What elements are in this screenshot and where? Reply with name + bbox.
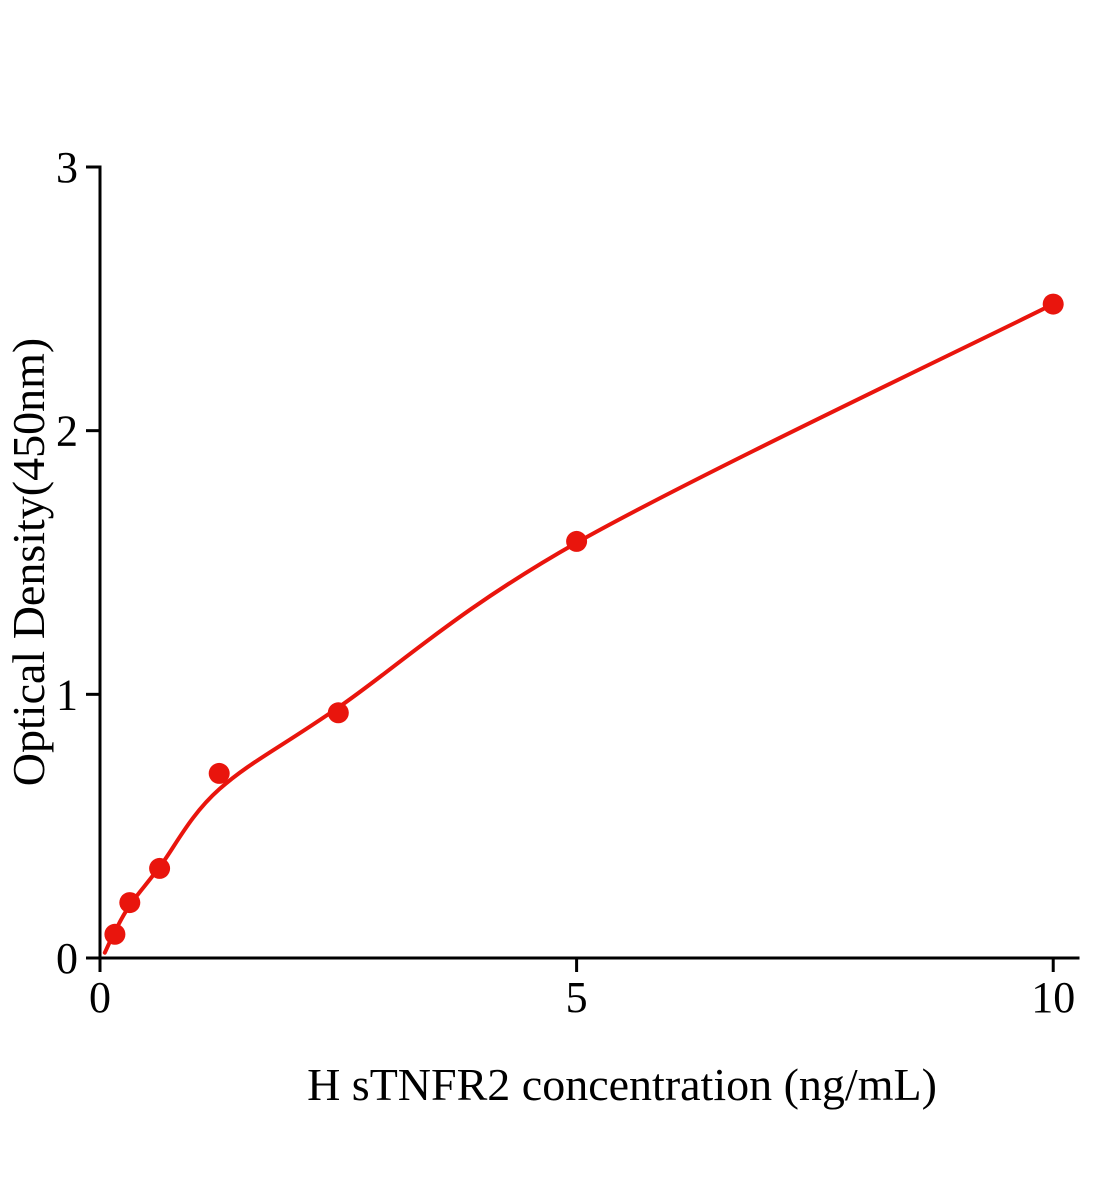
y-tick-label: 0	[56, 934, 78, 983]
x-axis-title: H sTNFR2 concentration (ng/mL)	[307, 1059, 937, 1110]
x-tick-label: 5	[566, 973, 588, 1022]
y-axis-title: Optical Density(450nm)	[3, 338, 54, 786]
data-point	[149, 857, 171, 879]
data-point	[119, 892, 141, 914]
x-tick-label: 0	[89, 973, 111, 1022]
data-point	[208, 762, 230, 784]
fit-curve	[102, 302, 1056, 955]
data-point	[104, 923, 126, 945]
x-tick-label: 10	[1031, 973, 1075, 1022]
data-point	[566, 530, 588, 552]
y-tick-label: 2	[56, 407, 78, 456]
data-point	[327, 702, 349, 724]
y-tick-label: 1	[56, 670, 78, 719]
data-point	[1042, 293, 1064, 315]
y-tick-label: 3	[56, 143, 78, 192]
